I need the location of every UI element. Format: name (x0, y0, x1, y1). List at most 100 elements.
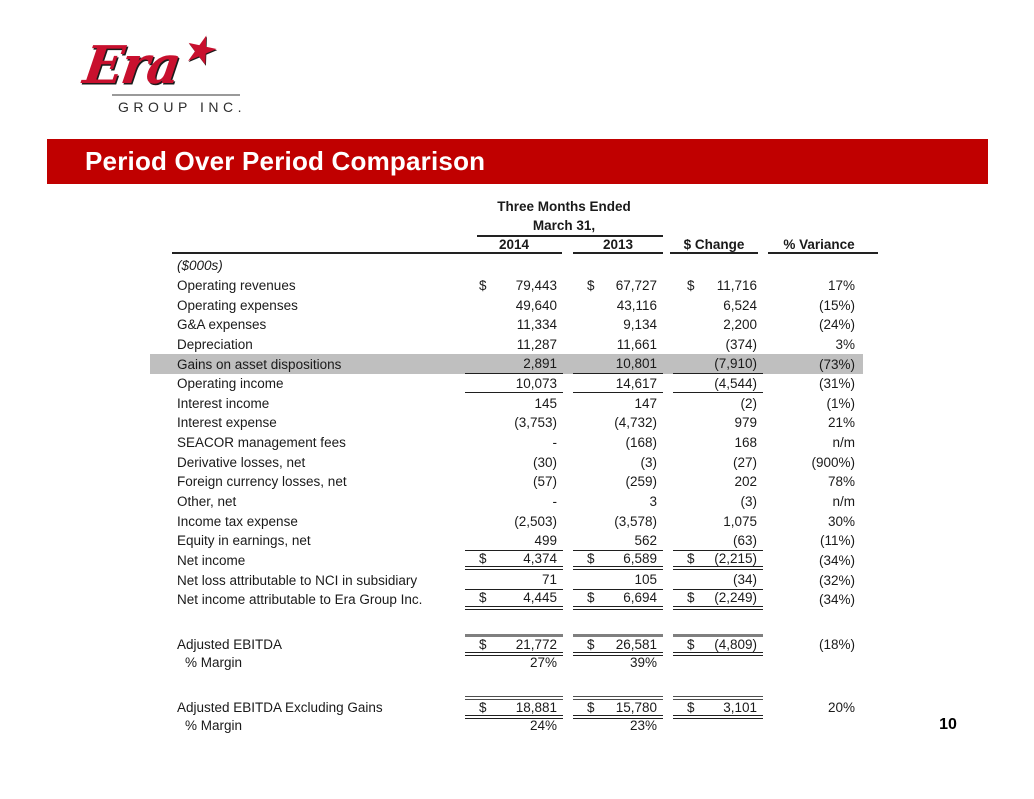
column-gap (563, 452, 573, 472)
column-gap (663, 295, 673, 315)
table-rows: ($000s) Operating revenues $79,443 $67,727 $… (150, 256, 863, 735)
column-gap (663, 276, 673, 296)
value-text: 23% (629, 717, 657, 733)
variance-cell: (31%) (818, 376, 855, 392)
logo-subtitle: GROUP INC. (118, 99, 246, 115)
column-gap (563, 276, 573, 296)
row-label: Interest expense (177, 415, 277, 431)
row-label: Adjusted EBITDA Excluding Gains (177, 699, 383, 715)
table-row: % Margin 24% 23% (150, 715, 863, 735)
variance-cell (763, 256, 863, 276)
value-cell: (168) (573, 433, 663, 453)
value-cell (673, 653, 763, 673)
table-row: Operating income 10,073 14,617 (4,544) (31%) (150, 374, 863, 394)
value-text: 11,334 (516, 317, 557, 333)
table-row: Equity in earnings, net 499 562 (63) (11%) (150, 531, 863, 551)
variance-cell: (900%) (811, 454, 855, 470)
value-cell: $79,443 (465, 276, 563, 296)
value-text: 3 (649, 494, 657, 509)
row-label: Equity in earnings, net (177, 533, 311, 549)
column-gap (663, 570, 673, 590)
column-gap (563, 492, 573, 512)
value-text: 3,101 (723, 699, 757, 715)
table-row: Adjusted EBITDA $21,772 $26,581 $ (4,809) (18… (150, 633, 863, 656)
variance-cell: 3% (835, 336, 855, 352)
table-row: Interest expense (3,753) (4,732) 979 21% (150, 413, 863, 433)
column-gap (663, 531, 673, 551)
column-gap (563, 393, 573, 413)
column-gap (663, 653, 673, 673)
column-gap (663, 374, 673, 394)
value-cell: 2,200 (673, 315, 763, 335)
table-row: Income tax expense (2,503) (3,578) 1,075 30% (150, 511, 863, 531)
dollar-sign: $ (587, 636, 595, 652)
value-cell: (27) (673, 452, 763, 472)
row-label: Net loss attributable to NCI in subsidia… (177, 572, 418, 588)
column-header-percent-variance: % Variance (783, 237, 855, 252)
table-row: Operating revenues $79,443 $67,727 $11,716 1… (150, 276, 863, 296)
column-gap (663, 335, 673, 355)
table-row: SEACOR management fees - (168) 168 n/m (150, 433, 863, 453)
row-label: Operating income (177, 376, 284, 392)
value-cell: 10,801 (573, 354, 663, 374)
value-cell: (3) (673, 492, 763, 512)
row-label: ($000s) (177, 258, 223, 274)
value-text: 4,374 (523, 550, 557, 566)
dollar-sign: $ (479, 277, 487, 293)
dollar-sign: $ (479, 636, 487, 652)
table-row: Net loss attributable to NCI in subsidia… (150, 570, 863, 590)
column-gap (563, 315, 573, 335)
column-gap (663, 551, 673, 571)
dollar-sign: $ (687, 277, 695, 293)
column-gap (663, 413, 673, 433)
value-cell: - (465, 492, 563, 512)
value-text: 39% (629, 655, 657, 671)
value-text: 562 (634, 532, 657, 548)
dollar-sign: $ (587, 277, 595, 293)
value-text: 2,891 (523, 356, 557, 372)
table-row: % Margin 27% 39% (150, 653, 863, 673)
table-row: Operating expenses 49,640 43,116 6,524 (15%) (150, 295, 863, 315)
column-gap (563, 570, 573, 590)
row-label: Net income attributable to Era Group Inc… (177, 592, 423, 608)
variance-cell: 78% (827, 474, 855, 490)
value-cell: $26,581 (573, 633, 663, 656)
value-text: (374) (725, 336, 757, 352)
column-header-2013: 2013 (602, 237, 634, 252)
row-label: G&A expenses (177, 317, 267, 333)
column-gap (663, 354, 673, 374)
column-gap (663, 715, 673, 735)
value-text: 145 (534, 395, 557, 411)
value-text: 6,524 (723, 297, 757, 313)
column-gap (563, 354, 573, 374)
variance-cell: n/m (832, 435, 855, 451)
slide-title: Period Over Period Comparison (85, 146, 486, 176)
value-cell (573, 256, 663, 276)
variance-cell: 20% (827, 699, 855, 715)
value-text: 4,445 (523, 590, 557, 606)
value-cell: (34) (673, 570, 763, 590)
value-cell: 145 (465, 393, 563, 413)
variance-cell: (1%) (826, 395, 855, 411)
value-text: 26,581 (615, 636, 657, 652)
value-text: 15,780 (615, 699, 657, 715)
table-row: Adjusted EBITDA Excluding Gains $18,881 $1… (150, 695, 863, 719)
column-gap (663, 472, 673, 492)
row-label: Derivative losses, net (177, 454, 306, 470)
value-cell: 1,075 (673, 511, 763, 531)
value-cell: $11,716 (673, 276, 763, 296)
value-text: 71 (541, 572, 557, 588)
header-underline-2013 (573, 252, 663, 254)
value-text: 43,116 (616, 297, 657, 313)
value-text: (27) (732, 454, 757, 470)
column-gap (563, 413, 573, 433)
value-text: 6,589 (623, 550, 657, 566)
value-cell: 10,073 (465, 374, 563, 394)
value-cell: 11,661 (573, 335, 663, 355)
header-underline-percent-variance (768, 252, 878, 254)
row-label: Operating revenues (177, 277, 296, 293)
value-cell: (374) (673, 335, 763, 355)
row-label: % Margin (185, 717, 243, 733)
table-spacer (150, 610, 863, 634)
column-gap (663, 256, 673, 276)
